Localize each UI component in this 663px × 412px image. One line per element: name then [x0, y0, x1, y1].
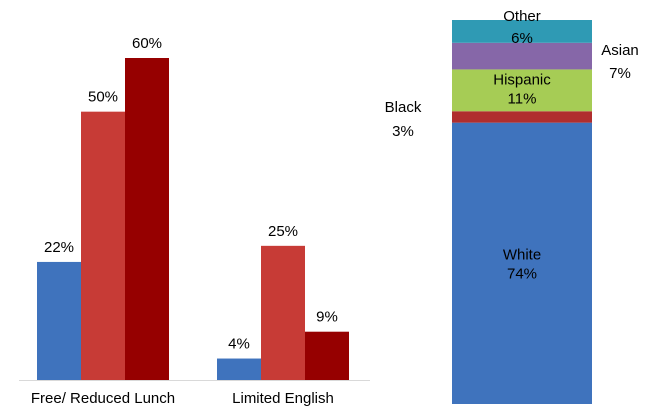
data-label-0-2: 60% [132, 35, 162, 52]
bar-1-1 [261, 245, 305, 380]
segment-value-asian: 7% [609, 65, 631, 82]
segment-name-other: Other [503, 8, 541, 25]
segment-black [452, 111, 592, 123]
data-label-0-1: 50% [88, 89, 118, 106]
data-label-0-0: 22% [44, 239, 74, 256]
bar-1-2 [305, 331, 349, 380]
data-label-1-2: 9% [316, 309, 338, 326]
segment-value-hispanic: 11% [508, 90, 537, 107]
segment-name-asian: Asian [601, 42, 639, 59]
left-bar-chart: 22% 50% 60% Free/ Reduced Lunch 4% 25% 9% Limit… [19, 35, 370, 407]
segment-value-black: 3% [392, 123, 414, 140]
bar-0-0 [37, 261, 81, 380]
segment-name-hispanic: Hispanic [493, 71, 551, 88]
segment-name-black: Black [385, 99, 422, 116]
segment-other [452, 20, 592, 43]
bar-1-0 [217, 358, 261, 380]
segment-white [452, 122, 592, 404]
segment-value-other: 6% [511, 30, 533, 47]
data-label-1-0: 4% [228, 336, 250, 353]
bar-0-2 [125, 58, 169, 380]
category-label-0: Free/ Reduced Lunch [31, 390, 175, 407]
segment-value-white: 74% [507, 265, 537, 282]
segment-hispanic [452, 69, 592, 112]
category-label-1: Limited English [232, 390, 334, 407]
data-label-1-1: 25% [268, 223, 298, 240]
right-stacked-bar: White 74% Black 3% Hispanic 11% Asian 7% Other 6% [385, 8, 639, 404]
bar-0-1 [81, 111, 125, 381]
segment-name-white: White [503, 246, 541, 263]
segment-asian [452, 42, 592, 70]
